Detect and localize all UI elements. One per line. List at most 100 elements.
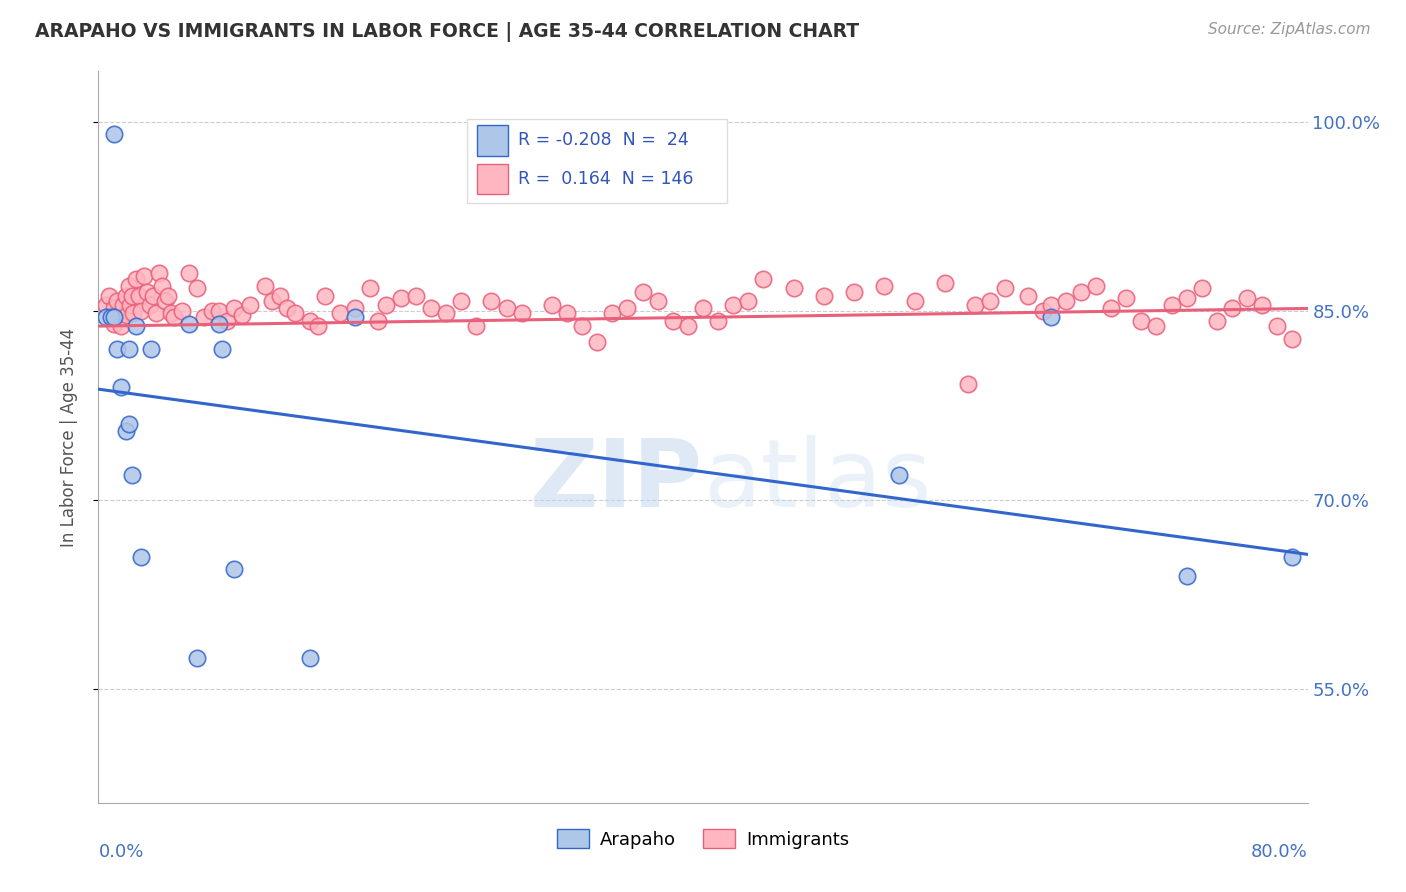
Point: [125, 272, 148, 286]
Point: [121, 289, 143, 303]
Point: [94, 310, 117, 325]
Point: [150, 278, 173, 293]
Point: [239, 298, 262, 312]
Point: [783, 281, 806, 295]
Point: [145, 306, 167, 320]
Point: [103, 128, 125, 142]
Point: [211, 342, 233, 356]
Point: [1191, 281, 1213, 295]
Point: [314, 289, 336, 303]
Point: [602, 306, 624, 320]
Point: [118, 417, 141, 432]
Point: [120, 298, 142, 312]
Point: [1032, 304, 1054, 318]
Point: [405, 289, 427, 303]
Point: [420, 301, 443, 316]
Point: [631, 285, 654, 299]
Point: [956, 377, 979, 392]
Text: R =  0.164  N = 146: R = 0.164 N = 146: [517, 170, 693, 188]
FancyBboxPatch shape: [477, 125, 509, 156]
Point: [873, 278, 896, 293]
Point: [224, 562, 246, 576]
Point: [1130, 314, 1153, 328]
Point: [329, 306, 352, 320]
Point: [148, 266, 170, 280]
Point: [1085, 278, 1108, 293]
Point: [1017, 289, 1039, 303]
Point: [1160, 298, 1182, 312]
Point: [103, 317, 125, 331]
Point: [299, 650, 322, 665]
Point: [179, 317, 201, 331]
Point: [163, 310, 186, 325]
Point: [389, 291, 412, 305]
Text: ARAPAHO VS IMMIGRANTS IN LABOR FORCE | AGE 35-44 CORRELATION CHART: ARAPAHO VS IMMIGRANTS IN LABOR FORCE | A…: [35, 22, 859, 42]
Point: [105, 293, 128, 308]
Point: [1281, 549, 1303, 564]
Point: [344, 310, 367, 325]
Point: [692, 301, 714, 316]
Point: [1267, 319, 1289, 334]
Point: [94, 298, 117, 312]
Point: [979, 293, 1001, 308]
Point: [737, 293, 759, 308]
Point: [170, 304, 193, 318]
Point: [752, 272, 775, 286]
Point: [215, 314, 238, 328]
Point: [231, 308, 253, 322]
Point: [965, 298, 987, 312]
Point: [141, 342, 163, 356]
Point: [186, 281, 208, 295]
Point: [889, 467, 911, 482]
Point: [434, 306, 457, 320]
Point: [1175, 569, 1198, 583]
Point: [103, 301, 125, 316]
Point: [269, 289, 291, 303]
Point: [118, 342, 141, 356]
Point: [142, 289, 165, 303]
Point: [360, 281, 382, 295]
Point: [586, 335, 609, 350]
Point: [647, 293, 669, 308]
Text: 0.0%: 0.0%: [98, 843, 143, 861]
Y-axis label: In Labor Force | Age 35-44: In Labor Force | Age 35-44: [59, 327, 77, 547]
Text: ZIP: ZIP: [530, 435, 703, 527]
Point: [510, 306, 533, 320]
Point: [1039, 310, 1062, 325]
Point: [122, 306, 145, 320]
Point: [105, 342, 128, 356]
Point: [1251, 298, 1274, 312]
Point: [276, 301, 298, 316]
Point: [934, 277, 956, 291]
Point: [160, 306, 183, 320]
Point: [1054, 293, 1077, 308]
Point: [374, 298, 396, 312]
Point: [208, 304, 231, 318]
Point: [1115, 291, 1137, 305]
Point: [132, 268, 155, 283]
Point: [193, 310, 215, 325]
Point: [495, 301, 517, 316]
Point: [111, 298, 134, 312]
Point: [284, 306, 307, 320]
Point: [262, 293, 284, 308]
Point: [110, 319, 132, 334]
Point: [1206, 314, 1229, 328]
Point: [904, 293, 927, 308]
Point: [224, 301, 246, 316]
Point: [994, 281, 1017, 295]
Point: [208, 317, 231, 331]
Point: [571, 319, 593, 334]
Text: 80.0%: 80.0%: [1251, 843, 1308, 861]
Point: [676, 319, 699, 334]
Point: [121, 467, 143, 482]
Point: [100, 310, 122, 325]
Point: [344, 301, 367, 316]
Point: [110, 379, 132, 393]
Point: [253, 278, 276, 293]
Point: [125, 319, 148, 334]
Point: [139, 298, 162, 312]
Point: [156, 289, 179, 303]
Point: [129, 549, 152, 564]
Point: [98, 289, 121, 303]
